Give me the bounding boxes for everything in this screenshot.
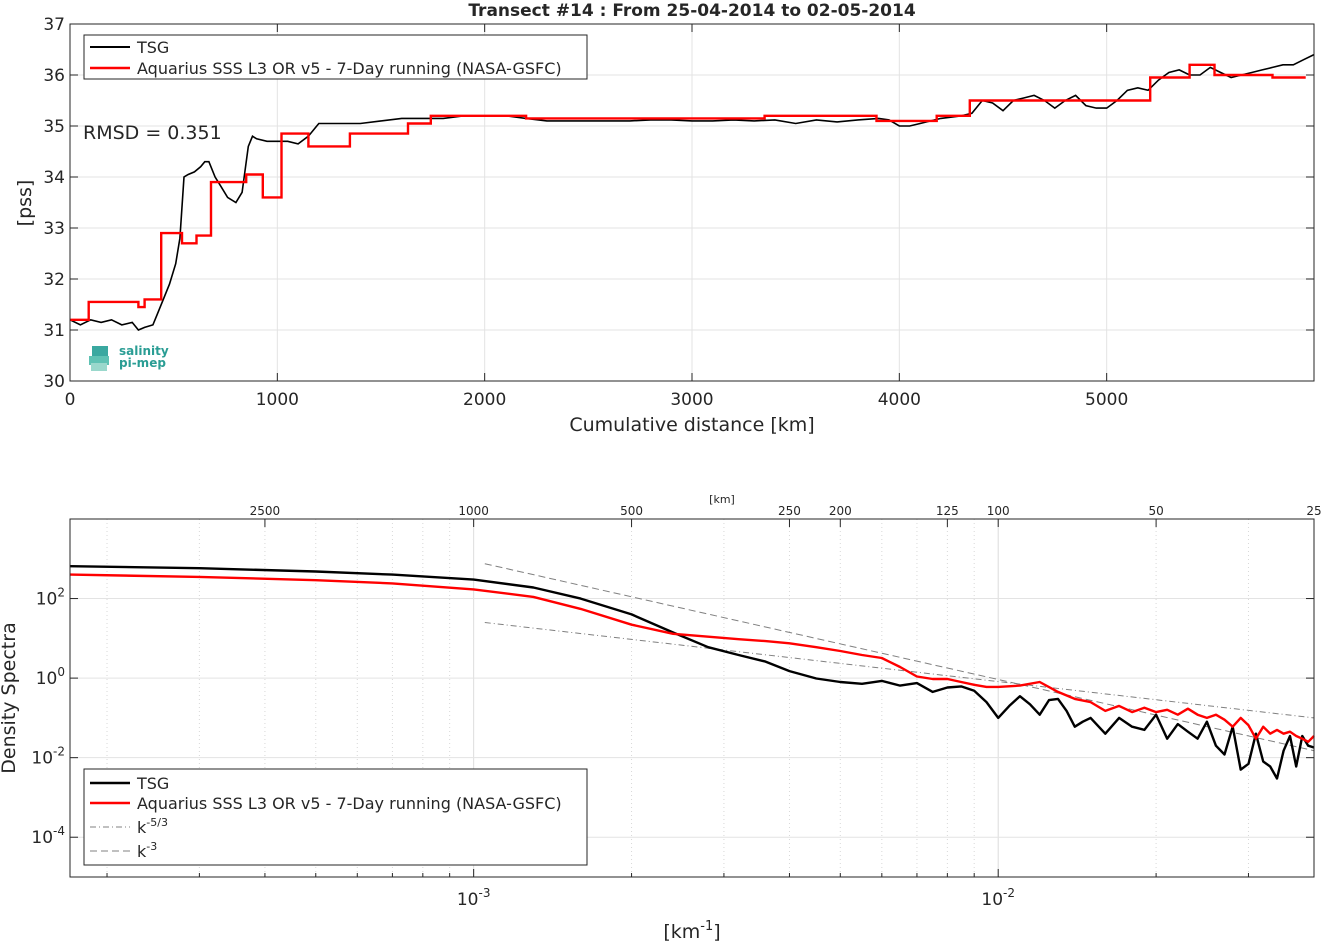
bottom-xlabel: [km-1]	[663, 919, 720, 942]
bottom-ytick-exp: 2	[57, 586, 65, 600]
top-legend-box	[83, 34, 588, 80]
bottom-xtick-base: 10	[457, 890, 479, 910]
top-ytick-label: 31	[43, 321, 65, 341]
top-ytick-label: 32	[43, 270, 65, 290]
logo-icon	[89, 346, 109, 371]
bottom-xtick-label: 10-3	[457, 886, 491, 910]
top-xtick-label: 0	[65, 390, 76, 410]
top-xtick-label: 3000	[670, 390, 713, 410]
top-ytick-label: 37	[43, 15, 65, 35]
bottom-legend: TSG Aquarius SSS L3 OR v5 - 7-Day runnin…	[83, 768, 588, 866]
top-km-tick-label: 100	[987, 504, 1010, 518]
bottom-ytick-base: 10	[31, 828, 53, 848]
top-xtick-label: 2000	[463, 390, 506, 410]
salinity-transect-chart: Transect #14 : From 25-04-2014 to 02-05-…	[14, 1, 1315, 436]
bottom-ytick-base: 10	[31, 749, 53, 769]
bottom-legend-k3-base: k	[137, 842, 147, 861]
top-km-tick-label: 125	[936, 504, 959, 518]
top-xtick-label: 1000	[256, 390, 299, 410]
top-legend-label-tsg: TSG	[136, 38, 169, 57]
top-ytick-label: 33	[43, 219, 65, 239]
bottom-legend-k53-exp: -5/3	[146, 816, 168, 829]
top-ytick-label: 35	[43, 117, 65, 137]
top-series-line-tsg	[69, 53, 1315, 331]
top-km-tick-label: 200	[829, 504, 852, 518]
top-xlabel: Cumulative distance [km]	[569, 414, 814, 436]
rmsd-annotation: RMSD = 0.351	[83, 122, 222, 144]
bottom-series-line-aquarius	[69, 573, 1315, 743]
bottom-legend-label-aquarius: Aquarius SSS L3 OR v5 - 7-Day running (N…	[137, 794, 562, 813]
top-xtick-label: 5000	[1085, 390, 1128, 410]
bottom-ytick-label: 10-4	[31, 824, 65, 848]
top-km-tick-label: 2500	[250, 504, 281, 518]
bottom-xtick-base: 10	[981, 890, 1003, 910]
bottom-ytick-label: 10-2	[31, 745, 65, 769]
top-series-layer	[69, 53, 1315, 331]
top-km-tick-label: 50	[1148, 504, 1163, 518]
top-km-tick-label: 1000	[458, 504, 489, 518]
bottom-series-line-k3	[484, 563, 1315, 752]
bottom-legend-box	[83, 768, 588, 866]
top-ylabel: [pss]	[14, 180, 36, 227]
bottom-plot-frame	[69, 518, 1315, 878]
bottom-xtick-exp: -3	[478, 886, 490, 900]
bottom-legend-label-k3: k-3	[137, 840, 157, 861]
logo-text-salinity: salinity	[119, 344, 169, 358]
top-ytick-label: 34	[43, 168, 65, 188]
bottom-legend-k53-base: k	[137, 818, 147, 837]
bottom-ytick-exp: -4	[53, 824, 65, 838]
bottom-legend-label-tsg: TSG	[136, 774, 169, 793]
bottom-legend-k3-exp: -3	[146, 840, 157, 853]
bottom-ytick-label: 102	[36, 586, 65, 610]
pimep-logo: salinity pi-mep	[89, 344, 169, 371]
top-axis-label-km: [km]	[709, 493, 735, 506]
bottom-legend-label-k53: k-5/3	[137, 816, 168, 837]
bottom-xtick-label: 10-2	[981, 886, 1015, 910]
bottom-ytick-base: 10	[36, 590, 58, 610]
bottom-ytick-label: 100	[36, 665, 65, 689]
logo-text-pimep: pi-mep	[119, 356, 166, 370]
top-legend-label-aquarius: Aquarius SSS L3 OR v5 - 7-Day running (N…	[137, 59, 562, 78]
top-ytick-label: 30	[43, 372, 65, 392]
top-axis-ticks: 0 1000 2000 3000 4000 5000 30 31 32 33 34 35 36 37	[43, 15, 1314, 410]
bottom-xtick-exp: -2	[1003, 886, 1015, 900]
bottom-ytick-exp: -2	[53, 745, 65, 759]
top-km-tick-label: 500	[620, 504, 643, 518]
top-km-tick-label: 250	[778, 504, 801, 518]
top-series-line-aquarius	[70, 63, 1306, 321]
top-chart-title: Transect #14 : From 25-04-2014 to 02-05-…	[468, 1, 916, 21]
top-legend: TSG Aquarius SSS L3 OR v5 - 7-Day runnin…	[83, 34, 588, 80]
bottom-xlabel-exp: -1	[700, 919, 713, 934]
bottom-ytick-exp: 0	[57, 665, 65, 679]
top-ytick-label: 36	[43, 66, 65, 86]
bottom-xlabel-close: ]	[713, 921, 720, 942]
bottom-series-line-tsg	[69, 565, 1315, 780]
bottom-series-layer	[69, 563, 1315, 780]
bottom-xlabel-base: [km	[663, 921, 700, 942]
top-km-tick-label: 25	[1306, 504, 1321, 518]
bottom-series-line-k53	[484, 622, 1315, 719]
top-xtick-label: 4000	[878, 390, 921, 410]
bottom-ytick-base: 10	[36, 669, 58, 689]
bottom-ylabel: Density Spectra	[0, 622, 20, 773]
